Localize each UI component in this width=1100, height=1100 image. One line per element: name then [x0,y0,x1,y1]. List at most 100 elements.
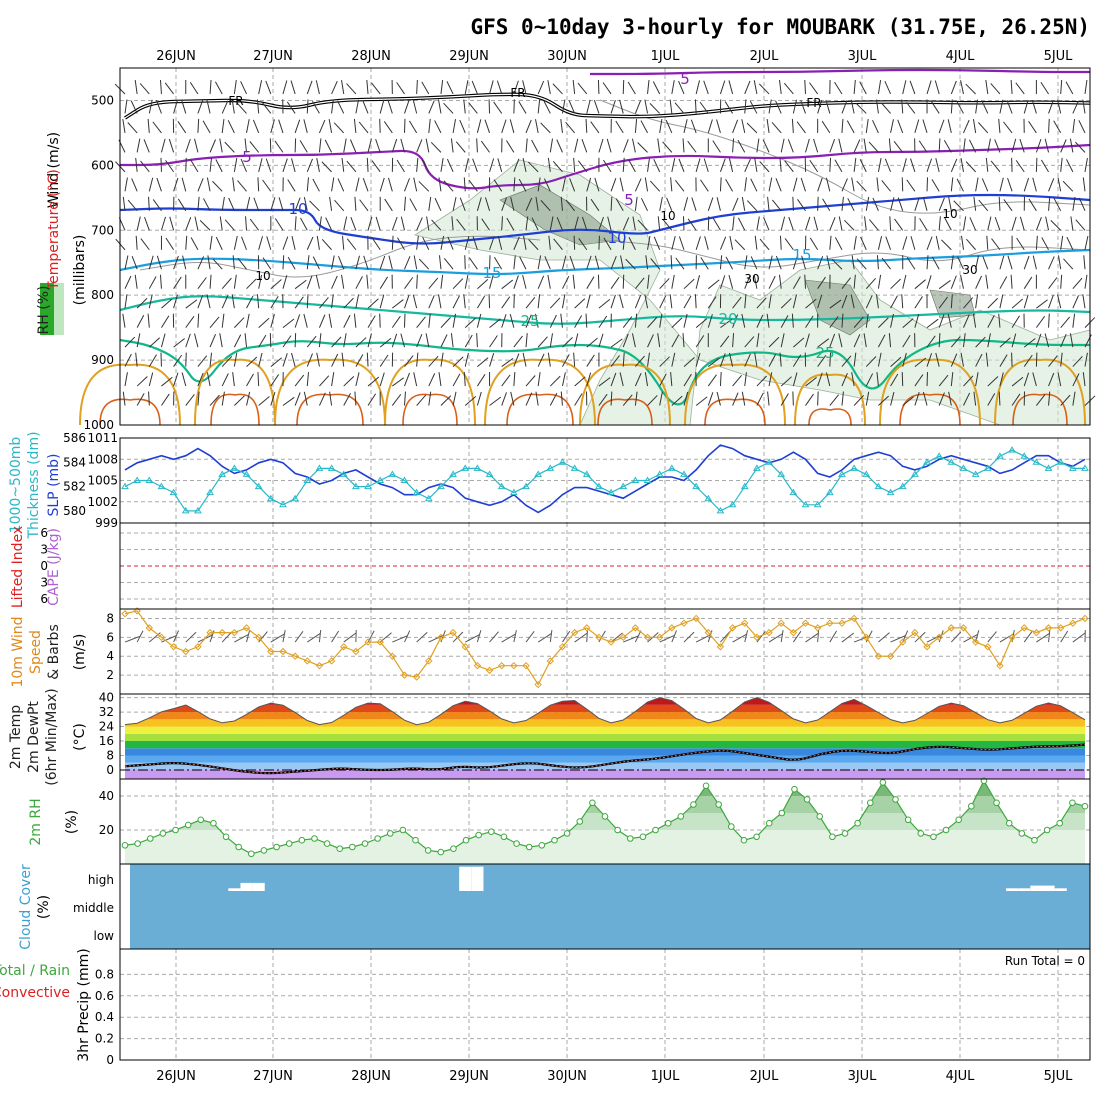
wind-speed-point [886,652,895,660]
wind-speed-point [874,652,883,660]
wind-speed-point [315,661,324,670]
wind-barb [981,100,989,114]
wind-barb [906,179,916,192]
wind-barb [780,376,792,387]
wind-barb [343,138,347,153]
wind-speed-point [498,661,506,670]
thickness-point [400,476,409,483]
wind-barb [404,355,414,367]
wind-barb [331,177,335,192]
wind-barb [1062,180,1074,192]
wind-barb [544,256,551,270]
wind-barb [337,178,345,192]
wind-barb [355,294,360,309]
wind-barb [489,318,501,329]
wind-barb [428,355,439,367]
wind-barb [963,119,970,134]
thickness-point [218,470,227,477]
wind-barb [294,216,297,231]
wind-barb [388,255,393,270]
wind-barb [901,99,904,114]
wind-speed-point [558,643,567,651]
surface-wind-barb [476,630,482,643]
wind-barb [197,256,205,270]
wind-barb [962,138,966,153]
wind-barb [768,275,776,289]
wind-barb [998,313,1001,328]
wind-barb [282,275,288,289]
wind-barb [173,294,178,309]
p6-unit: (%) [64,810,80,834]
wind-barb [975,99,979,114]
wind-barb [856,103,867,114]
wind-speed-point [1020,624,1028,632]
freezing-level-label: FR [806,96,821,110]
thickness-point [266,494,275,502]
thickness-point [777,470,786,477]
temp-band [125,762,1085,770]
wind-barb [719,80,726,95]
wind-barb [181,177,187,192]
wind-barb [634,118,638,133]
wind-barb [135,352,138,367]
wind-barb [987,216,992,231]
wind-barb [489,396,502,406]
wind-barb [319,375,330,387]
wind-barb [258,158,263,172]
wind-barb [960,274,964,289]
wind-barb [363,255,369,270]
wind-barb [869,219,879,231]
wind-barb [894,218,904,231]
date-label-bottom: 30JUN [547,1069,587,1084]
wind-barb [725,256,734,270]
wind-speed-point [522,661,530,670]
date-label-top: 27JUN [253,49,293,64]
wind-barb [197,372,204,387]
p6-label-a: 2m RH [28,798,44,845]
wind-barb [282,255,285,270]
wind-barb [935,235,940,250]
wind-barb [294,314,301,328]
wind-barb [342,235,345,250]
wind-barb [1007,177,1013,192]
surface-wind-barb [525,631,535,643]
wind-barb [1072,356,1083,367]
wind-barb [206,294,211,309]
wind-barb [817,338,830,348]
surface-wind-barb [246,630,251,643]
wind-barb [610,294,616,309]
wind-barb [464,352,469,367]
wind-barb [707,314,713,328]
wind-barb [922,391,928,406]
wind-barb [127,199,138,212]
wind-barb [1060,139,1067,153]
wind-speed-point [510,661,518,670]
wind-barb [161,376,173,387]
wind-barb [197,178,204,192]
wind-barb [926,318,939,329]
wind-barb [683,391,689,406]
rh-point [399,826,407,834]
wind-barb [476,138,478,153]
wind-barb [525,314,532,328]
wind-barb [707,279,720,290]
wind-barb [766,118,770,133]
wind-barb [792,354,802,367]
wind-barb [451,216,454,231]
wind-barb [662,219,673,231]
date-label-bottom: 29JUN [449,1069,489,1084]
wind-barb [1060,334,1067,348]
isotherm-35 [597,398,653,426]
wind-barb [177,198,187,212]
isotherm-label: 10 [607,229,626,247]
wind-barb [732,197,739,211]
wind-barb [1032,255,1037,270]
pressure-tick-label: 900 [91,353,114,367]
wind-speed-point [206,628,214,637]
wind-barb [245,216,248,231]
wind-barb [878,395,889,406]
wind-barb [468,257,478,270]
wind-barb [804,79,807,94]
wind-barb [950,336,961,348]
wind-barb [850,294,855,309]
